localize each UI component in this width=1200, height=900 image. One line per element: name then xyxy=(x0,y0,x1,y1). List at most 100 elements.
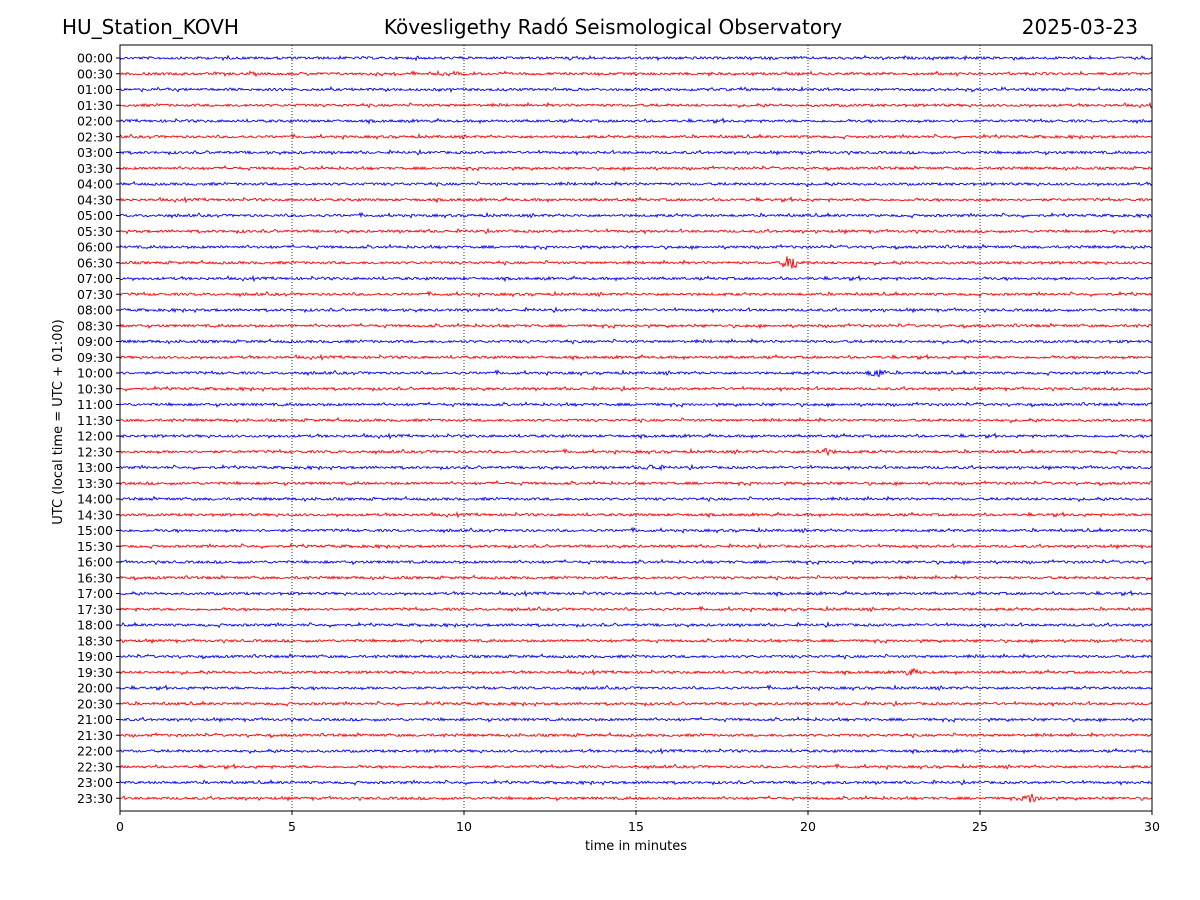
y-tick-label: 14:00 xyxy=(77,492,113,507)
trace-1630 xyxy=(119,574,1153,582)
trace-1800 xyxy=(119,621,1153,629)
trace-0230 xyxy=(119,132,1153,141)
y-tick-label: 02:00 xyxy=(77,114,113,129)
y-tick-label: 09:00 xyxy=(77,334,113,349)
y-tick-label: 21:00 xyxy=(77,712,113,727)
y-tick-label: 12:30 xyxy=(77,444,113,459)
observatory-title: Kövesligethy Radó Seismological Observat… xyxy=(383,15,843,39)
trace-1430 xyxy=(119,511,1153,519)
y-tick-label: 13:00 xyxy=(77,460,113,475)
y-tick-label: 04:30 xyxy=(77,192,113,207)
trace-0600 xyxy=(119,243,1153,251)
y-tick-label: 17:00 xyxy=(77,586,113,601)
x-tick-label: 20 xyxy=(800,819,816,834)
station-name: HU_Station_KOVH xyxy=(62,15,239,39)
y-tick-label: 00:00 xyxy=(77,51,113,66)
trace-0400 xyxy=(119,180,1153,188)
y-tick-label: 06:00 xyxy=(77,240,113,255)
trace-0200 xyxy=(119,117,1153,125)
x-tick-label: 5 xyxy=(288,819,296,834)
y-tick-label: 18:00 xyxy=(77,618,113,633)
trace-2030 xyxy=(119,699,1153,708)
y-tick-label: 23:30 xyxy=(77,791,113,806)
trace-1500 xyxy=(119,526,1153,534)
trace-1000 xyxy=(119,369,1153,378)
y-tick-label: 16:00 xyxy=(77,555,113,570)
trace-1130 xyxy=(119,416,1153,424)
y-tick-label: 04:00 xyxy=(77,177,113,192)
trace-2300 xyxy=(119,778,1153,786)
y-tick-label: 06:30 xyxy=(77,255,113,270)
y-tick-label: 20:00 xyxy=(77,681,113,696)
y-tick-label: 00:30 xyxy=(77,66,113,81)
y-tick-label: 11:30 xyxy=(77,413,113,428)
y-tick-label: 03:00 xyxy=(77,145,113,160)
trace-0430 xyxy=(119,196,1153,204)
trace-1400 xyxy=(119,495,1153,503)
y-tick-label: 03:30 xyxy=(77,161,113,176)
trace-0030 xyxy=(119,69,1153,78)
y-axis-label: UTC (local time = UTC + 01:00) xyxy=(51,319,66,524)
y-tick-label: 02:30 xyxy=(77,129,113,144)
y-tick-label: 07:00 xyxy=(77,271,113,286)
x-tick-label: 10 xyxy=(456,819,472,834)
trace-1900 xyxy=(119,652,1153,660)
trace-0330 xyxy=(119,164,1153,172)
trace-0900 xyxy=(119,337,1153,345)
trace-1530 xyxy=(119,542,1153,550)
y-tick-label: 22:30 xyxy=(77,759,113,774)
trace-0130 xyxy=(119,101,1153,109)
trace-2000 xyxy=(119,684,1153,692)
y-tick-label: 15:30 xyxy=(77,539,113,554)
y-tick-label: 09:30 xyxy=(77,350,113,365)
trace-1030 xyxy=(119,384,1153,393)
y-tick-label: 17:30 xyxy=(77,602,113,617)
x-tick-label: 15 xyxy=(628,819,644,834)
y-tick-label: 05:30 xyxy=(77,224,113,239)
trace-1330 xyxy=(119,479,1153,487)
trace-1200 xyxy=(119,432,1153,440)
trace-1230 xyxy=(119,447,1153,457)
y-tick-label: 07:30 xyxy=(77,287,113,302)
x-axis-label: time in minutes xyxy=(585,839,687,854)
y-tick-label: 23:00 xyxy=(77,775,113,790)
trace-0000 xyxy=(119,54,1153,62)
plot-date: 2025-03-23 xyxy=(1021,15,1138,39)
trace-2330 xyxy=(119,793,1153,803)
trace-2100 xyxy=(119,716,1153,724)
y-tick-label: 22:00 xyxy=(77,744,113,759)
x-tick-label: 25 xyxy=(972,819,988,834)
trace-0800 xyxy=(119,306,1153,314)
y-tick-label: 08:30 xyxy=(77,318,113,333)
trace-0300 xyxy=(119,148,1153,157)
trace-1300 xyxy=(119,463,1153,472)
trace-0630 xyxy=(119,256,1153,269)
trace-1100 xyxy=(119,401,1153,409)
y-tick-label: 18:30 xyxy=(77,633,113,648)
y-tick-label: 15:00 xyxy=(77,523,113,538)
trace-0500 xyxy=(119,211,1153,219)
trace-0700 xyxy=(119,274,1153,283)
y-tick-label: 01:00 xyxy=(77,82,113,97)
x-tick-label: 30 xyxy=(1144,819,1160,834)
y-tick-label: 05:00 xyxy=(77,208,113,223)
trace-0530 xyxy=(119,227,1153,235)
trace-0830 xyxy=(119,322,1153,330)
trace-1600 xyxy=(119,558,1153,566)
y-tick-label: 21:30 xyxy=(77,728,113,743)
trace-0730 xyxy=(119,290,1153,298)
y-tick-label: 10:30 xyxy=(77,381,113,396)
trace-1730 xyxy=(119,605,1153,613)
y-tick-label: 19:00 xyxy=(77,649,113,664)
trace-0930 xyxy=(119,353,1153,362)
y-tick-label: 14:30 xyxy=(77,507,113,522)
y-tick-label: 19:30 xyxy=(77,665,113,680)
trace-1930 xyxy=(119,667,1153,677)
trace-0100 xyxy=(119,85,1153,94)
y-tick-label: 01:30 xyxy=(77,98,113,113)
y-tick-label: 11:00 xyxy=(77,397,113,412)
y-tick-label: 20:30 xyxy=(77,696,113,711)
y-tick-label: 12:00 xyxy=(77,429,113,444)
trace-2130 xyxy=(119,731,1153,739)
